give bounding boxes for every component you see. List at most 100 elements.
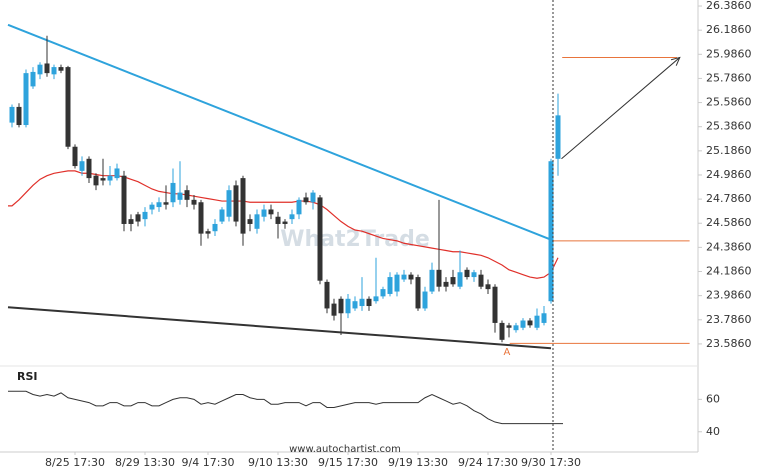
y-tick-label: 25.1860 (706, 144, 752, 157)
y-tick-label: 25.5860 (706, 96, 752, 109)
trend-line (7, 306, 552, 350)
candle-body (107, 175, 113, 181)
candle-body (317, 197, 323, 281)
candle-body (541, 313, 547, 323)
y-tick-label: 24.3860 (706, 240, 752, 253)
candle-body (513, 325, 519, 331)
candle-body (219, 209, 225, 222)
candle-body (408, 274, 414, 280)
candle-body (156, 202, 162, 208)
candle-body (401, 274, 407, 280)
candle-body (142, 211, 148, 220)
trend-line (7, 23, 552, 241)
candle-body (163, 202, 169, 205)
y-tick-label: 24.5860 (706, 216, 752, 229)
candle-body (240, 178, 246, 234)
candle-body (135, 214, 141, 222)
candle-body (422, 291, 428, 309)
candle-body (436, 269, 442, 287)
candle-body (471, 272, 477, 278)
y-tick-label: 26.1860 (706, 23, 752, 36)
candle-body (296, 199, 302, 215)
x-tick-label: 9/4 17:30 (182, 456, 235, 469)
candle-body (121, 175, 127, 224)
x-tick-label: 9/19 13:30 (388, 456, 448, 469)
candle-body (387, 277, 393, 294)
y-tick-label: 24.7860 (706, 192, 752, 205)
candle-body (114, 168, 120, 179)
rsi-tick-label: 60 (706, 392, 720, 405)
candle-body (212, 223, 218, 232)
rsi-line (8, 390, 563, 425)
candle-body (499, 322, 505, 340)
y-tick-label: 24.1860 (706, 265, 752, 278)
candle-body (9, 106, 15, 123)
y-tick-label: 23.5860 (706, 337, 752, 350)
candle-body (79, 161, 85, 171)
candle-body (226, 190, 232, 217)
x-tick-label: 9/24 17:30 (458, 456, 518, 469)
candle-body (338, 298, 344, 314)
candle-body (23, 73, 29, 126)
candle-body (184, 190, 190, 200)
candle-body (205, 231, 211, 234)
candle-body (324, 281, 330, 309)
candle-body (275, 216, 281, 224)
candle-body (289, 214, 295, 220)
y-tick-label: 24.9860 (706, 168, 752, 181)
source: www.autochartist.com (289, 444, 401, 455)
candle-body (233, 185, 239, 222)
candle-body (555, 115, 561, 159)
x-tick-label: 8/25 17:30 (45, 456, 105, 469)
candle-body (485, 284, 491, 290)
candle-body (198, 202, 204, 234)
candle-body (373, 296, 379, 302)
candle-body (492, 286, 498, 323)
candle-body (191, 199, 197, 205)
candle-body (527, 320, 533, 326)
arrow-head (670, 56, 681, 66)
candle-body (345, 298, 351, 314)
candle-body (506, 325, 512, 328)
candle-body (44, 63, 50, 74)
candle-body (170, 182, 176, 203)
candle-body (352, 301, 358, 309)
watermark: What2Trade (280, 227, 430, 252)
candle-body (100, 178, 106, 181)
candle-body (261, 209, 267, 217)
candle-body (72, 146, 78, 167)
candle-body (310, 192, 316, 203)
point-label: A (503, 347, 510, 358)
candle-body (254, 214, 260, 229)
candle-body (443, 281, 449, 287)
candle-body (86, 158, 92, 179)
candle-body (359, 298, 365, 307)
candle-body (30, 71, 36, 87)
projection-arrow (561, 57, 681, 160)
x-tick-label: 9/15 17:30 (318, 456, 378, 469)
candle-body (128, 219, 134, 224)
y-tick-label: 26.3860 (706, 0, 752, 12)
candle-body (429, 269, 435, 292)
candle-body (282, 221, 288, 224)
candle-body (457, 272, 463, 287)
candle-body (464, 269, 470, 278)
x-tick-label: 8/29 13:30 (115, 456, 175, 469)
candle-body (366, 298, 372, 307)
candle-body (58, 67, 64, 71)
y-tick-label: 25.9860 (706, 47, 752, 60)
candle-body (16, 106, 22, 126)
candle-body (450, 277, 456, 285)
candle-body (65, 67, 71, 147)
candle-body (247, 219, 253, 224)
y-tick-label: 25.7860 (706, 71, 752, 84)
candle-body (303, 197, 309, 203)
rsi-tick-label: 40 (706, 425, 720, 438)
candle-body (268, 209, 274, 215)
candle-body (478, 274, 484, 287)
y-tick-label: 25.3860 (706, 120, 752, 133)
candle-body (51, 67, 57, 75)
candle-body (149, 204, 155, 210)
candle-body (520, 320, 526, 328)
